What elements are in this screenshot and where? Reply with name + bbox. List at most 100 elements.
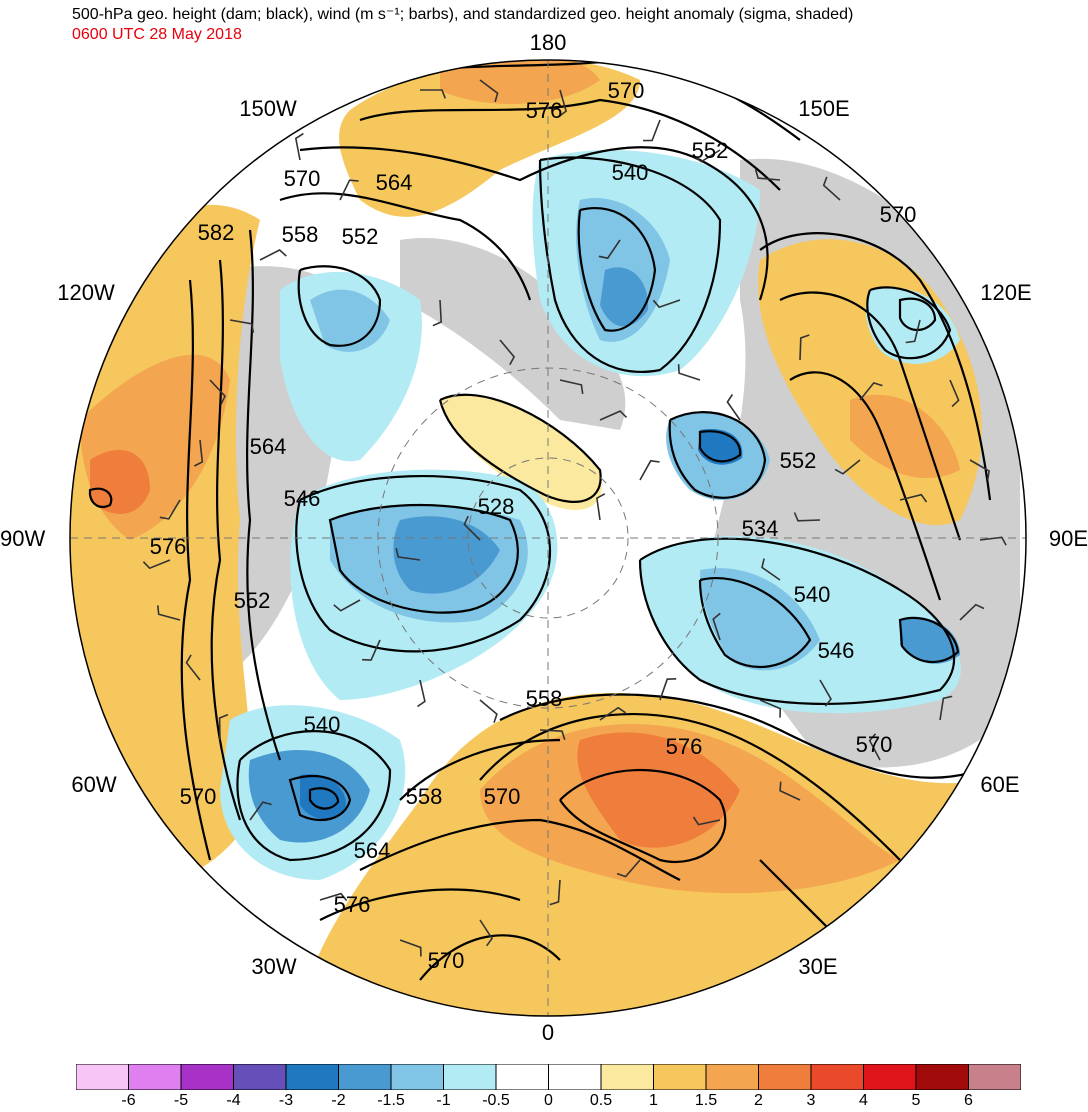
height-contour-line	[538, 156, 722, 373]
wind-barb	[362, 639, 381, 661]
colorbar-swatch	[600, 1063, 654, 1091]
polar-map: 180 0 90W 90E 150W 120W 60W 30W 150E 120…	[0, 30, 1088, 1045]
height-contour-line	[308, 787, 340, 810]
height-contour-line	[295, 474, 551, 653]
wind-barb	[294, 132, 304, 161]
lon-label-120e: 120E	[980, 280, 1031, 305]
wind-barb	[479, 699, 498, 723]
valid-time: 0600 UTC 28 May 2018	[72, 26, 242, 43]
colorbar-swatch	[653, 1063, 707, 1091]
wind-barb	[677, 364, 701, 381]
colorbar-tick-label: 4	[859, 1092, 868, 1109]
lon-label-150e: 150E	[798, 96, 849, 121]
height-contour-line	[359, 98, 781, 191]
height-contour-line	[499, 693, 981, 779]
wind-barb	[420, 89, 447, 99]
wind-barb	[939, 695, 953, 721]
wind-barb	[479, 919, 493, 947]
wind-barb	[959, 603, 985, 621]
contour-label: 564	[354, 838, 391, 863]
wind-barb	[712, 612, 721, 641]
height-contours	[88, 60, 992, 981]
wind-barb	[395, 548, 421, 561]
wind-barb	[249, 801, 272, 821]
wind-barb	[793, 512, 821, 522]
contour-label: 558	[526, 686, 563, 711]
contour-label: 558	[282, 222, 319, 247]
height-contour-line	[297, 265, 382, 347]
colorbar-tick-label: -4	[226, 1092, 241, 1109]
contour-label: 540	[612, 160, 649, 185]
wind-barb	[558, 89, 568, 118]
height-contour-line	[299, 146, 769, 301]
wind-barb	[193, 439, 204, 467]
height-contour-line	[559, 768, 727, 863]
lon-label-60w: 60W	[71, 772, 116, 797]
lon-label-30w: 30W	[251, 954, 296, 979]
wind-barb	[652, 299, 681, 309]
colorbar-tick-label: 6	[964, 1092, 973, 1109]
height-contour-line	[668, 411, 767, 499]
height-contour-line	[180, 279, 212, 861]
colorbar-swatch	[705, 1063, 759, 1091]
positive-anomaly-bering	[339, 60, 640, 217]
graticule	[70, 60, 1026, 1016]
contour-label: 552	[234, 588, 271, 613]
height-contour-line	[479, 712, 901, 861]
contour-label: 552	[780, 448, 817, 473]
contour-label: 540	[304, 712, 341, 737]
wind-barb	[949, 379, 960, 408]
wind-barb	[559, 379, 584, 395]
wind-barb	[159, 499, 181, 520]
height-contour-line	[577, 207, 657, 332]
wind-barb	[432, 299, 443, 327]
contour-label: 534	[742, 516, 779, 541]
colorbar-tick-label: 1	[649, 1092, 658, 1109]
lon-label-60e: 60E	[980, 772, 1019, 797]
height-contour-line	[319, 888, 521, 921]
colorbar-tick-label: 2	[754, 1092, 763, 1109]
height-contour-line	[866, 286, 952, 360]
colorbar-swatch	[180, 1063, 234, 1091]
contour-label: 570	[428, 948, 465, 973]
contour-label: 570	[880, 202, 917, 227]
contour-label: 540	[794, 582, 831, 607]
wind-barb	[142, 559, 171, 570]
colorbar-tick-label: -1.5	[377, 1092, 405, 1109]
lon-label-0: 0	[542, 1020, 554, 1045]
colorbar-swatch	[338, 1063, 392, 1091]
wind-barb	[598, 239, 621, 260]
colorbar-swatch	[915, 1063, 969, 1091]
colorbar-swatch	[128, 1063, 182, 1091]
wind-barb	[692, 816, 721, 826]
colorbar-tick-label: -2	[331, 1092, 346, 1109]
wind-barb	[596, 493, 606, 521]
colorbar-swatch	[810, 1063, 864, 1091]
wind-barb	[399, 939, 422, 957]
height-contour-line	[638, 537, 956, 706]
colorbar-tick-label: -6	[121, 1092, 136, 1109]
height-contour-line	[328, 503, 519, 614]
height-contour-line	[399, 738, 561, 801]
lon-label-90e: 90E	[1049, 526, 1088, 551]
lon-label-180: 180	[530, 30, 567, 55]
wind-barb	[319, 892, 348, 902]
contour-label: 576	[526, 98, 563, 123]
colorbar-swatches	[75, 1063, 1022, 1091]
contour-label: 576	[150, 534, 187, 559]
colorbar-tick-label: -1	[436, 1092, 451, 1109]
wind-barb	[229, 319, 255, 333]
height-contour-line	[789, 371, 942, 601]
height-contour-line	[779, 291, 962, 541]
colorbar-swatch	[548, 1063, 602, 1091]
wind-barb	[859, 381, 883, 401]
colorbar-swatch	[968, 1063, 1022, 1091]
colorbar-swatch	[758, 1063, 812, 1091]
wind-barb	[819, 679, 832, 707]
contour-label: 546	[284, 486, 321, 511]
colorbar-tick-label: -3	[278, 1092, 294, 1109]
wind-barb	[726, 394, 741, 421]
wind-barb	[905, 319, 921, 344]
lon-label-30e: 30E	[798, 954, 837, 979]
height-contour-line	[246, 229, 282, 761]
